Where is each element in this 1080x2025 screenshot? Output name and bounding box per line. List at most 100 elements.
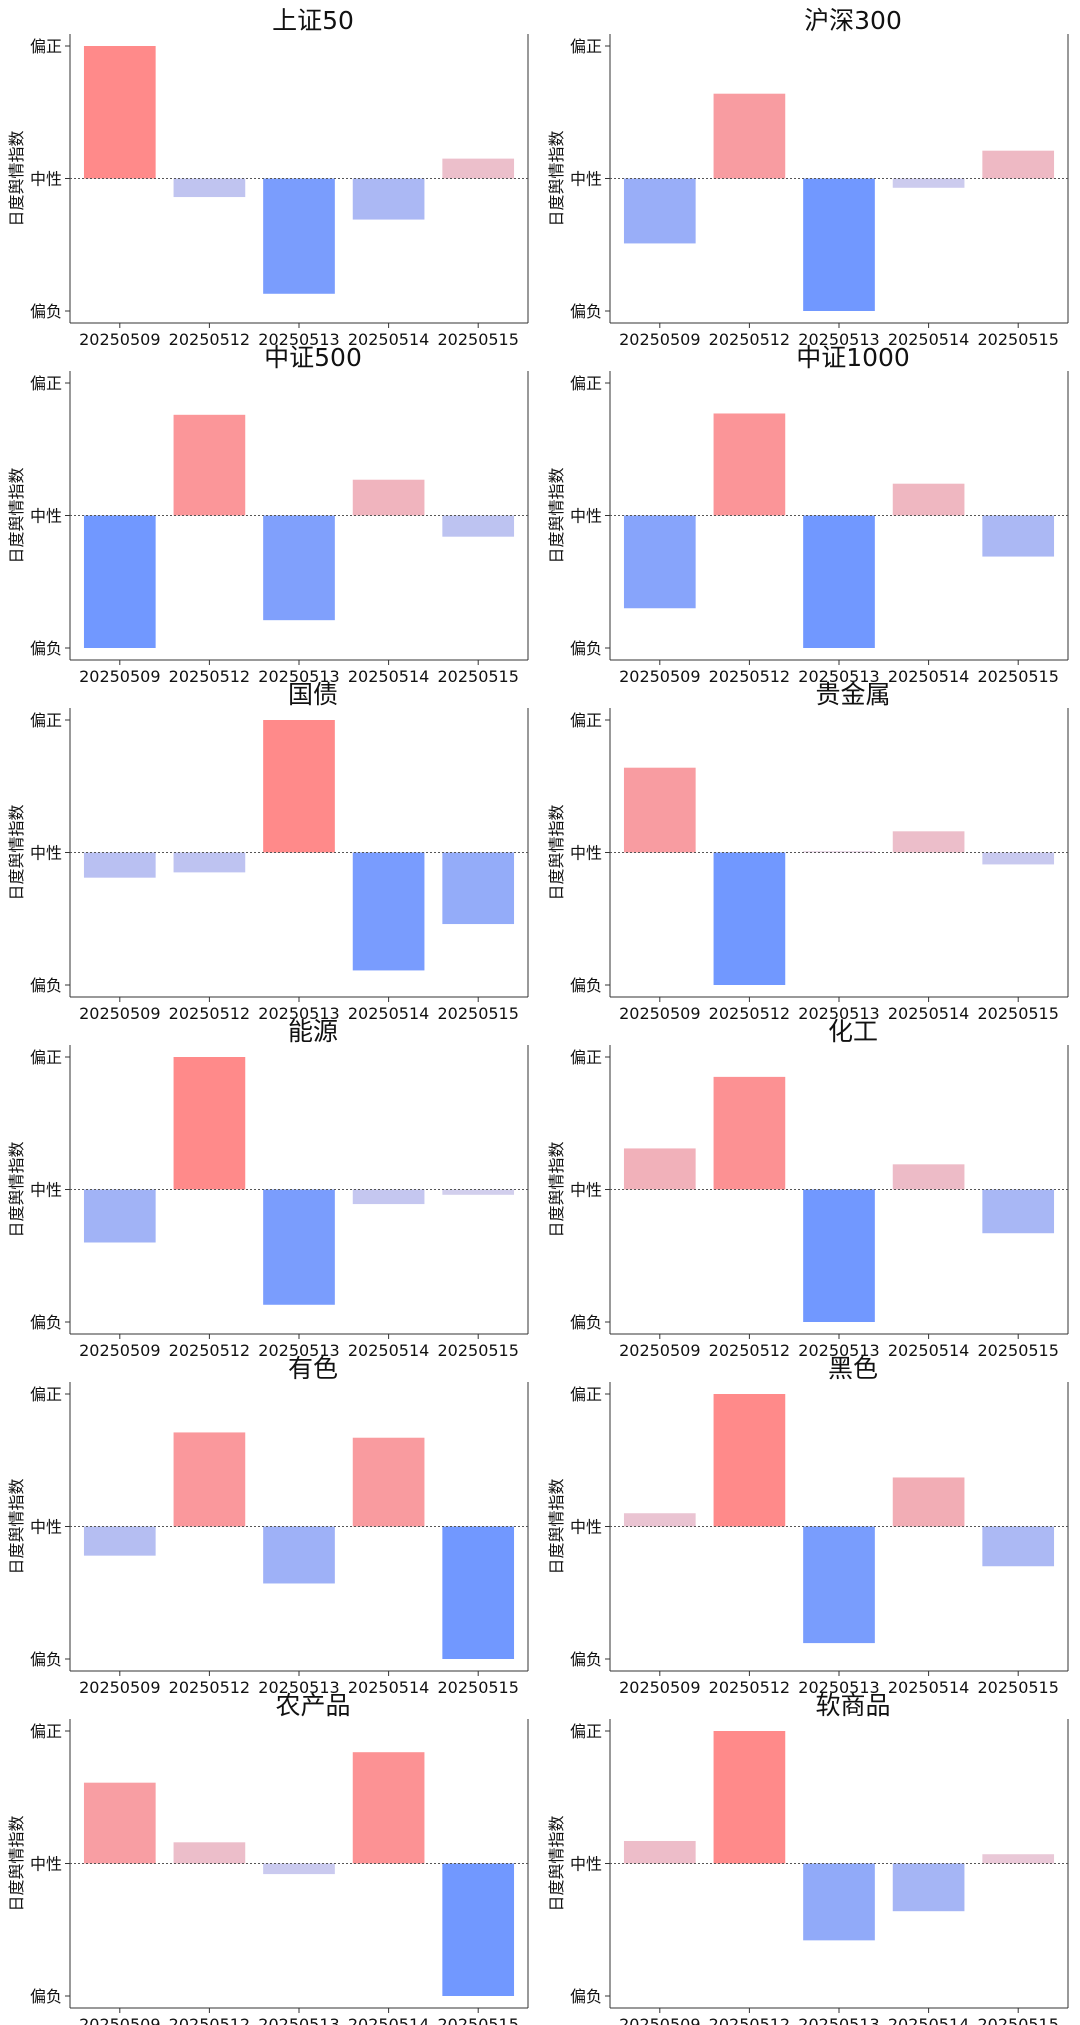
x-tick-label: 20250513 [798,1341,879,1360]
y-axis-label: 日度舆情指数 [547,130,566,226]
bar [352,178,425,220]
y-tick-label: 中性 [30,1518,62,1537]
y-tick-label: 偏正 [570,711,602,730]
x-tick-label: 20250515 [437,667,518,686]
x-tick-label: 20250513 [798,667,879,686]
bar [803,851,875,853]
bar [623,1148,696,1190]
bar [803,1526,875,1644]
bar [442,1189,515,1195]
y-tick-label: 偏负 [30,1313,62,1332]
y-tick-label: 偏正 [30,1385,62,1404]
y-axis-label: 日度舆情指数 [547,1478,566,1574]
x-tick-label: 20250512 [169,2015,250,2025]
y-axis-label: 日度舆情指数 [7,467,26,563]
x-tick-label: 20250509 [619,667,700,686]
bar [982,150,1055,179]
y-tick-label: 偏正 [30,374,62,393]
bar [83,1526,156,1556]
x-tick-label: 20250513 [798,1678,879,1697]
bar [892,483,965,516]
y-tick-label: 中性 [30,507,62,526]
x-tick-label: 20250513 [258,667,339,686]
x-tick-label: 20250509 [79,2015,160,2025]
x-tick-label: 20250512 [169,1341,250,1360]
x-tick-label: 20250515 [977,2015,1058,2025]
x-tick-label: 20250514 [348,667,429,686]
bar [263,720,335,853]
bar [173,178,246,198]
chart-title: 贵金属 [815,680,890,709]
x-tick-label: 20250515 [437,330,518,349]
x-tick-label: 20250514 [348,330,429,349]
y-axis-label: 日度舆情指数 [7,1141,26,1237]
y-tick-label: 中性 [570,844,602,863]
bar [803,1863,875,1941]
bar [83,1189,156,1243]
chart-title: 国债 [288,680,338,709]
x-tick-label: 20250512 [169,1678,250,1697]
x-tick-label: 20250512 [709,1341,790,1360]
bar [442,515,515,537]
bar [263,178,335,294]
chart-title: 能源 [288,1017,338,1046]
bar [352,1752,425,1864]
y-axis-label: 日度舆情指数 [547,1815,566,1911]
x-tick-label: 20250514 [888,1341,969,1360]
y-tick-label: 偏正 [30,37,62,56]
y-tick-label: 偏正 [30,711,62,730]
y-tick-label: 偏负 [570,1650,602,1669]
x-tick-label: 20250512 [709,1004,790,1023]
bar [352,852,425,971]
x-tick-label: 20250509 [79,1004,160,1023]
y-tick-label: 偏负 [570,639,602,658]
bar [713,1731,786,1864]
bar [713,852,786,985]
x-tick-label: 20250514 [348,1341,429,1360]
y-tick-label: 中性 [30,844,62,863]
y-axis-label: 日度舆情指数 [547,1141,566,1237]
bar [83,1782,156,1864]
bar [803,515,875,648]
y-tick-label: 偏正 [570,374,602,393]
bar [982,1189,1055,1234]
chart-title: 沪深300 [804,6,902,35]
y-tick-label: 偏负 [30,302,62,321]
x-tick-label: 20250515 [977,667,1058,686]
y-tick-label: 中性 [30,1855,62,1874]
y-axis-label: 日度舆情指数 [547,804,566,900]
x-tick-label: 20250515 [437,1678,518,1697]
x-tick-label: 20250513 [258,2015,339,2025]
x-tick-label: 20250513 [798,2015,879,2025]
bar [173,414,246,516]
x-tick-label: 20250515 [977,1341,1058,1360]
bar [352,1189,425,1205]
chart-title: 软商品 [815,1691,890,1720]
bar [982,1854,1055,1864]
y-tick-label: 中性 [570,1518,602,1537]
x-tick-label: 20250512 [709,1678,790,1697]
x-tick-label: 20250512 [169,330,250,349]
x-tick-label: 20250515 [977,330,1058,349]
bar [713,1394,786,1527]
x-tick-label: 20250513 [258,1004,339,1023]
x-tick-label: 20250509 [79,330,160,349]
x-tick-label: 20250509 [79,1341,160,1360]
bar [173,1057,246,1190]
x-tick-label: 20250512 [169,1004,250,1023]
bar [982,1526,1055,1567]
chart-title: 有色 [288,1354,338,1383]
x-tick-label: 20250515 [437,1341,518,1360]
bar [263,1189,335,1305]
bar [892,1164,965,1190]
bar [83,46,156,179]
y-tick-label: 偏正 [570,1385,602,1404]
x-tick-label: 20250513 [798,330,879,349]
